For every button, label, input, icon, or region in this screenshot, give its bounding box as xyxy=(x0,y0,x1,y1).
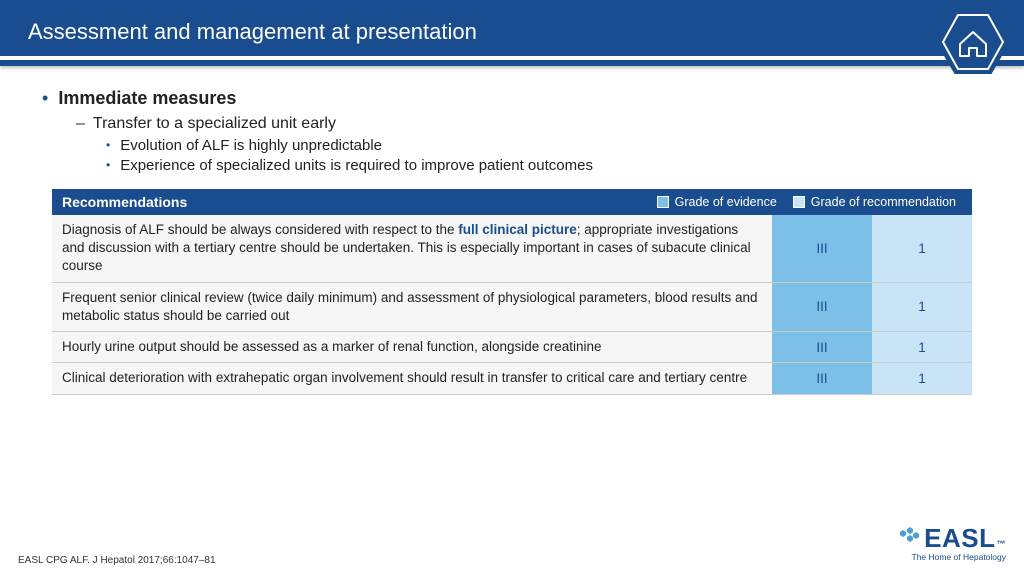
grade-evidence: III xyxy=(772,332,872,362)
grade-recommendation: 1 xyxy=(872,215,972,282)
table-row: Diagnosis of ALF should be always consid… xyxy=(52,215,972,283)
grade-recommendation: 1 xyxy=(872,283,972,331)
home-icon[interactable] xyxy=(936,10,1010,79)
slide-title: Assessment and management at presentatio… xyxy=(28,19,477,45)
citation-footer: EASL CPG ALF. J Hepatol 2017;66:1047–81 xyxy=(18,555,216,566)
th-recommendations: Recommendations xyxy=(52,194,657,210)
grade-recommendation: 1 xyxy=(872,332,972,362)
rec-swatch-icon xyxy=(793,196,805,208)
grade-recommendation: 1 xyxy=(872,363,972,393)
legend-evidence: Grade of evidence xyxy=(657,195,777,209)
rec-text: Diagnosis of ALF should be always consid… xyxy=(52,215,772,282)
title-bar: Assessment and management at presentatio… xyxy=(0,8,1024,56)
rec-text: Frequent senior clinical review (twice d… xyxy=(52,283,772,331)
logo-brand-text: EASL xyxy=(924,523,995,554)
bullet-l2: Transfer to a specialized unit early Evo… xyxy=(76,115,982,175)
logo-tagline: The Home of Hepatology xyxy=(898,552,1006,562)
grade-evidence: III xyxy=(772,215,872,282)
evidence-swatch-icon xyxy=(657,196,669,208)
grade-evidence: III xyxy=(772,283,872,331)
content-area: Immediate measures Transfer to a special… xyxy=(0,66,1024,395)
top-strip xyxy=(0,0,1024,8)
legend-recommendation: Grade of recommendation xyxy=(793,195,956,209)
recommendations-table: Recommendations Grade of evidence Grade … xyxy=(52,189,972,395)
table-row: Clinical deterioration with extrahepatic… xyxy=(52,363,972,394)
rec-text: Hourly urine output should be assessed a… xyxy=(52,332,772,362)
table-header: Recommendations Grade of evidence Grade … xyxy=(52,189,972,215)
bullet-l1: Immediate measures Transfer to a special… xyxy=(42,88,982,175)
grade-evidence: III xyxy=(772,363,872,393)
bullet-l2-text: Transfer to a specialized unit early xyxy=(93,115,336,132)
bullet-l3b: Experience of specialized units is requi… xyxy=(106,157,982,175)
table-row: Hourly urine output should be assessed a… xyxy=(52,332,972,363)
logo-tm: ™ xyxy=(997,539,1007,549)
rec-text: Clinical deterioration with extrahepatic… xyxy=(52,363,772,393)
table-row: Frequent senior clinical review (twice d… xyxy=(52,283,972,332)
bullet-l1-text: Immediate measures xyxy=(58,88,236,108)
bullet-l3a: Evolution of ALF is highly unpredictable xyxy=(106,137,982,155)
logo-dots-icon xyxy=(898,523,920,554)
easl-logo: EASL™ The Home of Hepatology xyxy=(898,523,1006,562)
